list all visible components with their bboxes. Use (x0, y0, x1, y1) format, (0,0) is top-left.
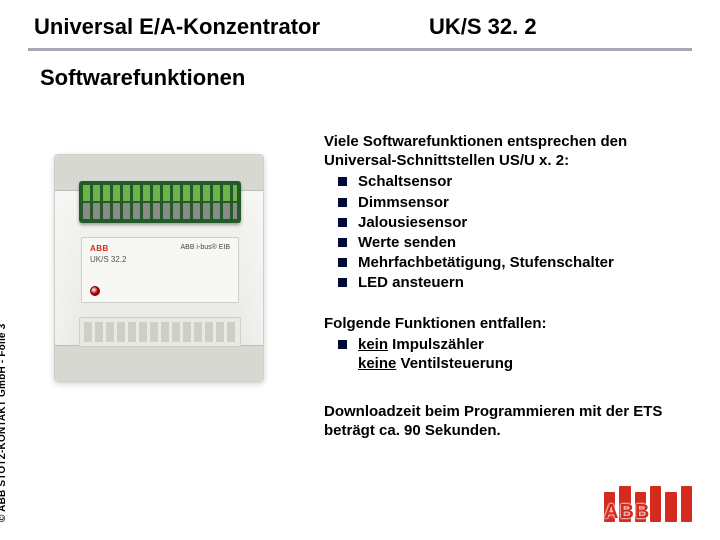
terminal-block (79, 181, 241, 223)
logo-text: ABB (604, 501, 650, 524)
copyright-side: © ABB STOTZ-KONTAKT GmbH - Folie 3 (0, 324, 8, 522)
program-led-icon (90, 286, 100, 296)
list-item: Jalousiesensor (338, 213, 692, 232)
omitted-1-rest: Impulszähler (388, 336, 484, 353)
features-list: Schaltsensor Dimmsensor Jalousiesensor W… (324, 172, 692, 292)
list-item: Werte senden (338, 233, 692, 252)
list-item: Dimmsensor (338, 193, 692, 212)
slide: Universal E/A-Konzentrator UK/S 32. 2 So… (0, 0, 720, 540)
omitted-1-key: kein (358, 336, 388, 353)
omitted-2-rest: Ventilsteuerung (396, 355, 513, 372)
abb-logo: ABB (604, 486, 692, 522)
omitted-intro: Folgende Funktionen entfallen: (324, 314, 692, 333)
paragraph-omitted: Folgende Funktionen entfallen: kein Impu… (324, 314, 692, 375)
switch-strip (79, 317, 241, 347)
device-label: ABB UK/S 32.2 ABB i-bus® EIB (81, 237, 239, 303)
device-bus: ABB i-bus® EIB (180, 244, 230, 251)
paragraph-download: Downloadzeit beim Programmieren mit der … (324, 402, 692, 440)
list-item: LED ansteuern (338, 273, 692, 292)
din-rail-bottom (55, 345, 263, 381)
header-code: UK/S 32. 2 (429, 14, 537, 40)
list-item: Mehrfachbetätigung, Stufenschalter (338, 253, 692, 272)
omitted-2-key: keine (358, 355, 396, 372)
device-model: UK/S 32.2 (90, 255, 230, 264)
header-title: Universal E/A-Konzentrator (34, 14, 429, 40)
omitted-list: kein Impulszähler keine Ventilsteuerung (324, 335, 692, 373)
list-item: Schaltsensor (338, 172, 692, 191)
list-item: kein Impulszähler keine Ventilsteuerung (338, 335, 692, 373)
device-photo: ABB UK/S 32.2 ABB i-bus® EIB (54, 154, 264, 382)
subtitle: Softwarefunktionen (40, 65, 720, 91)
features-intro: Viele Softwarefunktionen entsprechen den… (324, 132, 692, 170)
paragraph-features: Viele Softwarefunktionen entsprechen den… (324, 132, 692, 294)
header-rule (28, 48, 692, 51)
slide-header: Universal E/A-Konzentrator UK/S 32. 2 (0, 0, 720, 46)
